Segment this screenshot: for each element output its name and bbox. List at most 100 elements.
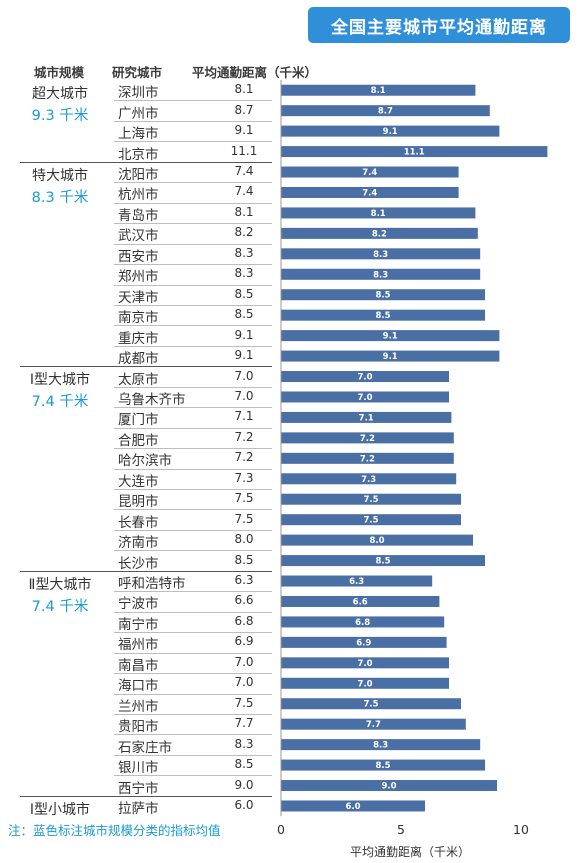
- group-divider: [20, 570, 272, 572]
- city-name: 广州市: [118, 105, 159, 122]
- bar: [281, 350, 500, 362]
- bar: [281, 759, 485, 771]
- bar-data-label: 6.9: [356, 638, 371, 648]
- row-divider: [114, 550, 272, 552]
- row-divider: [114, 243, 272, 245]
- city-name: 长春市: [118, 514, 159, 531]
- row-divider: [114, 734, 272, 736]
- bar: [281, 718, 466, 730]
- city-name: 南昌市: [118, 657, 159, 674]
- city-name: 杭州市: [118, 187, 159, 204]
- bar-data-label: 8.7: [378, 107, 393, 117]
- x-tick-label: 5: [397, 822, 405, 837]
- bar: [281, 207, 476, 219]
- city-value: 9.0: [234, 777, 254, 792]
- city-name: 银川市: [118, 760, 159, 777]
- x-axis-label: 平均通勤距离（千米）: [350, 845, 471, 859]
- bar-data-label: 7.0: [357, 679, 372, 689]
- city-name: 乌鲁木齐市: [118, 391, 186, 408]
- city-value: 7.5: [234, 695, 254, 710]
- bar: [281, 166, 459, 178]
- row-divider: [114, 386, 272, 388]
- row-divider: [114, 652, 272, 654]
- city-name: 重庆市: [118, 330, 159, 347]
- row-divider: [114, 673, 272, 675]
- bar-data-label: 7.5: [363, 516, 378, 526]
- city-name: 宁波市: [118, 596, 159, 613]
- group-name: Ⅰ型大城市: [29, 372, 91, 389]
- bar: [281, 473, 457, 485]
- city-value: 7.2: [234, 450, 254, 465]
- city-value: 7.1: [234, 409, 254, 424]
- bar-data-label: 7.2: [360, 454, 375, 464]
- city-name: 南京市: [118, 310, 159, 327]
- bar: [281, 514, 461, 526]
- city-value: 6.6: [234, 593, 254, 608]
- bar: [281, 636, 447, 648]
- row-divider: [114, 264, 272, 266]
- bar-data-label: 7.3: [361, 475, 376, 485]
- bar-data-label: 6.3: [349, 577, 364, 587]
- group-name: 特大城市: [32, 167, 88, 184]
- city-name: 拉萨市: [118, 800, 159, 817]
- bar-data-label: 7.0: [357, 373, 372, 383]
- bar-data-label: 7.7: [366, 720, 381, 730]
- city-name: 福州市: [118, 637, 159, 654]
- bar-data-label: 9.1: [383, 352, 398, 362]
- x-tick-label: 0: [277, 822, 285, 837]
- bar-data-label: 8.5: [375, 761, 390, 771]
- bar: [281, 677, 449, 689]
- city-name: 济南市: [118, 535, 159, 552]
- bar: [281, 780, 497, 792]
- city-value: 8.3: [234, 736, 254, 751]
- bar: [281, 248, 481, 260]
- bar: [281, 411, 452, 423]
- bar: [281, 575, 433, 587]
- row-divider: [114, 693, 272, 695]
- row-divider: [114, 120, 272, 122]
- bar-data-label: 7.4: [362, 188, 377, 198]
- row-divider: [114, 591, 272, 593]
- city-name: 青岛市: [118, 207, 159, 224]
- row-divider: [114, 713, 272, 715]
- city-name: 太原市: [118, 371, 159, 388]
- city-value: 7.0: [234, 388, 254, 403]
- city-name: 上海市: [118, 126, 159, 143]
- city-name: 西宁市: [118, 780, 159, 797]
- bar-data-label: 8.5: [375, 291, 390, 301]
- city-value: 11.1: [230, 143, 258, 158]
- group-mean-value: 7.4 千米: [31, 598, 89, 615]
- row-divider: [114, 407, 272, 409]
- city-name: 长沙市: [118, 555, 159, 572]
- row-divider: [114, 223, 272, 225]
- city-value: 8.5: [234, 307, 254, 322]
- city-name: 武汉市: [118, 228, 159, 245]
- bar: [281, 555, 485, 567]
- row-divider: [114, 754, 272, 756]
- bar-data-label: 8.1: [371, 86, 386, 96]
- bar: [281, 739, 481, 751]
- bar: [281, 595, 440, 607]
- x-tick-label: 10: [513, 822, 529, 837]
- bar: [281, 84, 476, 96]
- city-value: 8.0: [234, 532, 254, 547]
- bar-data-label: 8.3: [373, 270, 388, 280]
- city-name: 合肥市: [118, 432, 159, 449]
- bar-data-label: 6.6: [353, 597, 368, 607]
- city-value: 6.8: [234, 613, 254, 628]
- city-value: 6.3: [234, 573, 254, 588]
- city-value: 7.0: [234, 675, 254, 690]
- city-value: 7.3: [234, 470, 254, 485]
- city-name: 大连市: [118, 473, 159, 490]
- group-mean-value: 7.4 千米: [31, 394, 89, 411]
- bar: [281, 125, 500, 137]
- bar-data-label: 9.1: [383, 127, 398, 137]
- footnote: 注：蓝色标注城市规模分类的指标均值: [8, 823, 221, 838]
- city-name: 西安市: [118, 248, 159, 265]
- bar-data-label: 6.0: [345, 802, 360, 812]
- bar: [281, 452, 454, 464]
- row-divider: [114, 632, 272, 634]
- city-name: 海口市: [118, 678, 159, 695]
- city-name: 深圳市: [118, 85, 159, 102]
- row-divider: [114, 427, 272, 429]
